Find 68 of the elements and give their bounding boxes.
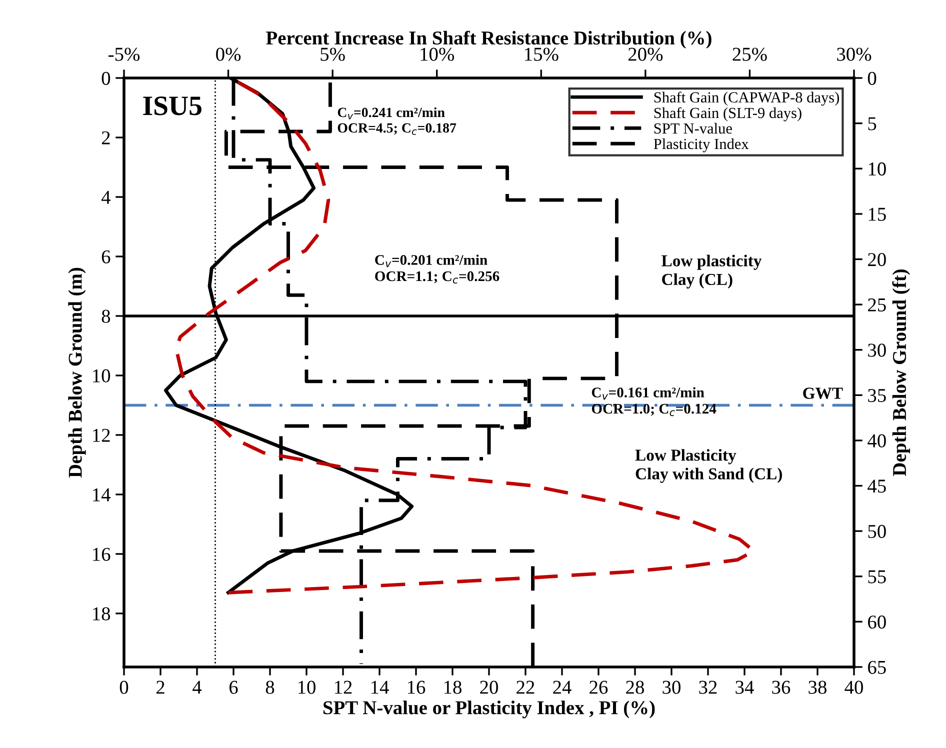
y2-tick-label: 25: [868, 298, 886, 312]
annotation: Low plasticity Clay (CL): [662, 254, 762, 288]
y2-tick-label: 15: [868, 208, 886, 221]
y2-axis-title: Depth Below Ground (ft): [892, 270, 910, 476]
x2-tick-label: 5%: [320, 48, 345, 61]
x-tick-label: 30: [662, 680, 680, 694]
y-tick-label: 6: [102, 250, 110, 264]
x-tick-label: 38: [808, 680, 826, 694]
legend-label: SPT N-value: [654, 122, 732, 134]
x-tick-label: 0: [120, 680, 128, 694]
x-tick-label: 28: [626, 680, 644, 694]
y-tick-label: 8: [102, 310, 110, 323]
y2-tick-label: 20: [868, 253, 886, 266]
x-tick-label: 34: [736, 680, 754, 694]
y-tick-label: 12: [93, 428, 110, 442]
x2-tick-label: 30%: [837, 48, 872, 61]
x-axis-title: SPT N-value or Plasticity Index , PI (%): [323, 700, 655, 718]
x-tick-label: 8: [266, 680, 274, 694]
annotation: C$_{v}$=0.201 cm²/min OCR=1.1; C$_{c}$=0.256: [375, 254, 500, 284]
x-tick-label: 10: [298, 680, 316, 694]
annotation: C$_{v}$=0.241 cm²/min OCR=4.5; C$_{c}$=0.187: [338, 107, 456, 135]
x2-axis-title: Percent Increase In Shaft Resistance Distribution (%): [266, 30, 712, 49]
y2-tick-label: 40: [868, 434, 886, 448]
y-tick-label: 2: [102, 131, 110, 144]
legend-label: Plasticity Index: [654, 138, 749, 152]
y2-tick-label: 60: [868, 616, 886, 629]
y-tick-label: 16: [93, 548, 110, 561]
x-tick-label: 36: [772, 680, 790, 694]
y-tick-label: 0: [102, 72, 110, 85]
y-tick-label: 18: [93, 607, 110, 620]
x-tick-label: 14: [371, 680, 389, 694]
x2-tick-label: 15%: [525, 48, 558, 61]
y2-tick-label: 35: [868, 389, 886, 402]
annotation: C$_{v}$=0.161 cm²/min OCR=1.0; C$_{c}$=0.124: [592, 387, 716, 416]
annotation: Low Plasticity Clay with Sand (CL): [635, 449, 782, 483]
annotation: ISU5: [143, 96, 202, 116]
y2-tick-label: 55: [868, 570, 886, 584]
x2-tick-label: 10%: [420, 48, 454, 61]
y2-tick-label: 10: [868, 162, 886, 176]
x-tick-label: 20: [480, 680, 498, 694]
x2-tick-label: -5%: [108, 48, 140, 61]
ref-line-label: GWT: [803, 388, 843, 399]
y-axis-title: Depth Below Ground (m): [68, 268, 86, 478]
x-tick-label: 22: [516, 680, 534, 694]
y2-tick-label: 50: [868, 524, 886, 538]
x-tick-label: 18: [444, 680, 462, 694]
y2-tick-label: 0: [868, 72, 876, 85]
y-tick-label: 14: [93, 488, 110, 502]
y2-tick-label: 45: [868, 480, 886, 493]
x-tick-label: 6: [229, 680, 238, 694]
x-tick-label: 4: [192, 680, 202, 694]
legend-label: Shaft Gain (SLT-9 days): [654, 107, 802, 122]
x-tick-label: 26: [590, 680, 608, 694]
x2-tick-label: 0%: [216, 48, 241, 61]
x-tick-label: 2: [156, 680, 164, 694]
x-tick-label: 24: [553, 680, 572, 694]
x-tick-label: 40: [844, 680, 863, 694]
x-tick-label: 12: [334, 680, 352, 694]
y2-tick-label: 30: [868, 344, 886, 357]
x2-tick-label: 20%: [628, 48, 663, 61]
y2-tick-label: 65: [868, 660, 886, 674]
x2-tick-label: 25%: [732, 48, 767, 61]
y-tick-label: 10: [93, 369, 110, 382]
legend-label: Shaft Gain (CAPWAP-8 days): [654, 92, 839, 106]
x-tick-label: 16: [408, 680, 426, 694]
y-tick-label: 4: [101, 190, 110, 204]
x-tick-label: 32: [699, 680, 717, 694]
y2-tick-label: 5: [868, 117, 876, 130]
